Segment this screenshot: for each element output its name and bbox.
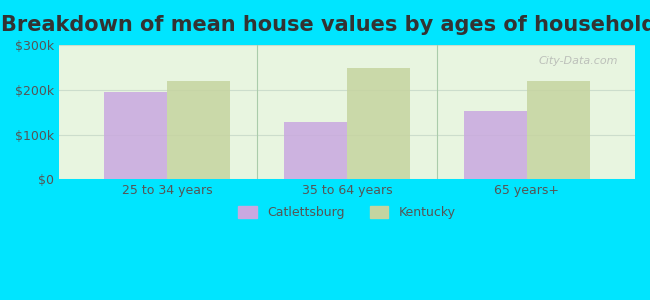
Text: City-Data.com: City-Data.com bbox=[538, 56, 617, 66]
Bar bbox=[464, 111, 527, 179]
Legend: Catlettsburg, Kentucky: Catlettsburg, Kentucky bbox=[233, 201, 460, 224]
Bar bbox=[284, 122, 347, 179]
Bar bbox=[104, 92, 167, 179]
Title: Breakdown of mean house values by ages of householders: Breakdown of mean house values by ages o… bbox=[1, 15, 650, 35]
Bar bbox=[527, 81, 590, 179]
Bar bbox=[347, 68, 410, 179]
Bar bbox=[167, 81, 230, 179]
